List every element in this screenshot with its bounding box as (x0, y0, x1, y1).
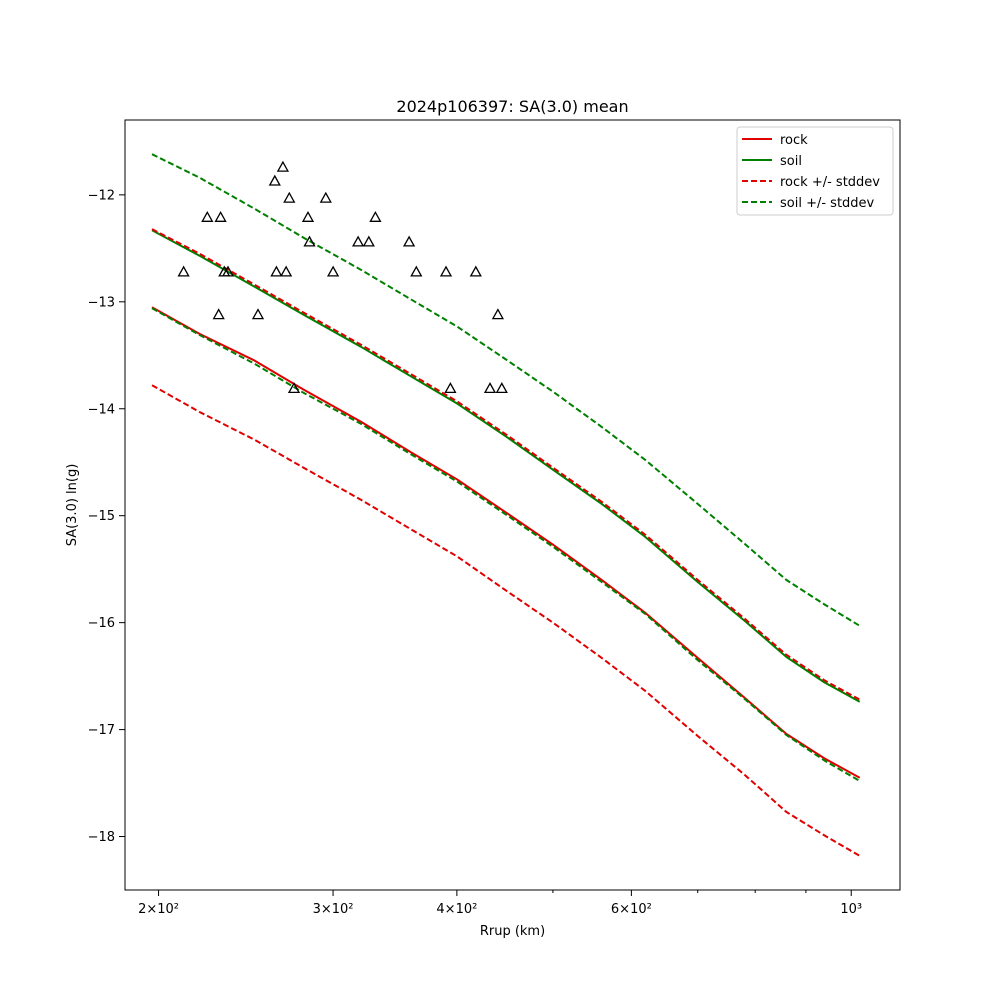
observation-marker (444, 382, 457, 394)
observation-marker (439, 265, 453, 277)
y-tick-label: −15 (88, 509, 115, 524)
observation-marker (351, 235, 365, 247)
observation-marker (279, 265, 293, 277)
plot-frame (124, 119, 901, 891)
observation-marker (214, 210, 227, 222)
x-tick-label: 4×10² (436, 902, 477, 917)
observation-marker (319, 191, 332, 203)
observation-marker (283, 191, 296, 203)
x-axis-label: Rrup (km) (480, 924, 545, 939)
observation-marker (177, 265, 190, 277)
observation-marker (369, 210, 382, 222)
observation-marker (491, 308, 505, 320)
series-line-soil-mean (151, 229, 861, 703)
observation-marker (326, 265, 340, 277)
observation-marker (270, 265, 283, 277)
series-line-soil-stddev-lower (151, 307, 861, 782)
y-tick-label: −18 (88, 830, 115, 845)
observation-marker (469, 265, 482, 277)
observation-marker (268, 174, 281, 186)
x-tick-label: 10³ (840, 902, 862, 917)
legend: rock soil rock +/- stddev soil +/- stdde… (736, 126, 894, 216)
legend-label-rock: rock (780, 133, 808, 148)
y-tick-label: −17 (88, 723, 115, 738)
legend-label-soil-stddev: soil +/- stddev (780, 196, 875, 211)
observation-marker (201, 210, 214, 222)
y-tick-label: −16 (88, 616, 115, 631)
legend-label-rock-stddev: rock +/- stddev (780, 175, 880, 190)
x-tick-label: 6×10² (611, 902, 652, 917)
plot-layer (151, 153, 861, 857)
x-tick-label: 2×10² (138, 902, 179, 917)
tick-layer: 2×10² 3×10² 4×10² 6×10² 10³ −12 −13 −14 −15 −16 −1… (88, 188, 863, 917)
legend-label-soil: soil (780, 154, 802, 169)
series-line-soil-stddev-upper (151, 153, 861, 627)
observation-marker (276, 160, 290, 172)
y-tick-label: −13 (88, 295, 115, 310)
observation-marker (212, 308, 225, 320)
observation-marker (410, 265, 423, 277)
legend-box (736, 126, 894, 216)
observation-marker (303, 235, 316, 247)
series-line-rock-stddev-upper (151, 228, 861, 701)
y-tick-label: −14 (88, 402, 115, 417)
chart-title: 2024p106397: SA(3.0) mean (396, 97, 628, 116)
observation-marker (221, 265, 235, 277)
observation-marker (251, 308, 265, 320)
observation-marker (301, 210, 315, 222)
observation-marker (483, 382, 497, 394)
observation-marker (362, 235, 375, 247)
y-tick-label: −12 (88, 188, 115, 203)
observation-marker (402, 235, 416, 247)
series-line-rock-stddev-lower (151, 384, 861, 857)
y-axis-label: SA(3.0) ln(g) (65, 464, 80, 547)
x-tick-label: 3×10² (313, 902, 354, 917)
observation-marker (287, 382, 301, 394)
observation-marker (495, 382, 508, 394)
